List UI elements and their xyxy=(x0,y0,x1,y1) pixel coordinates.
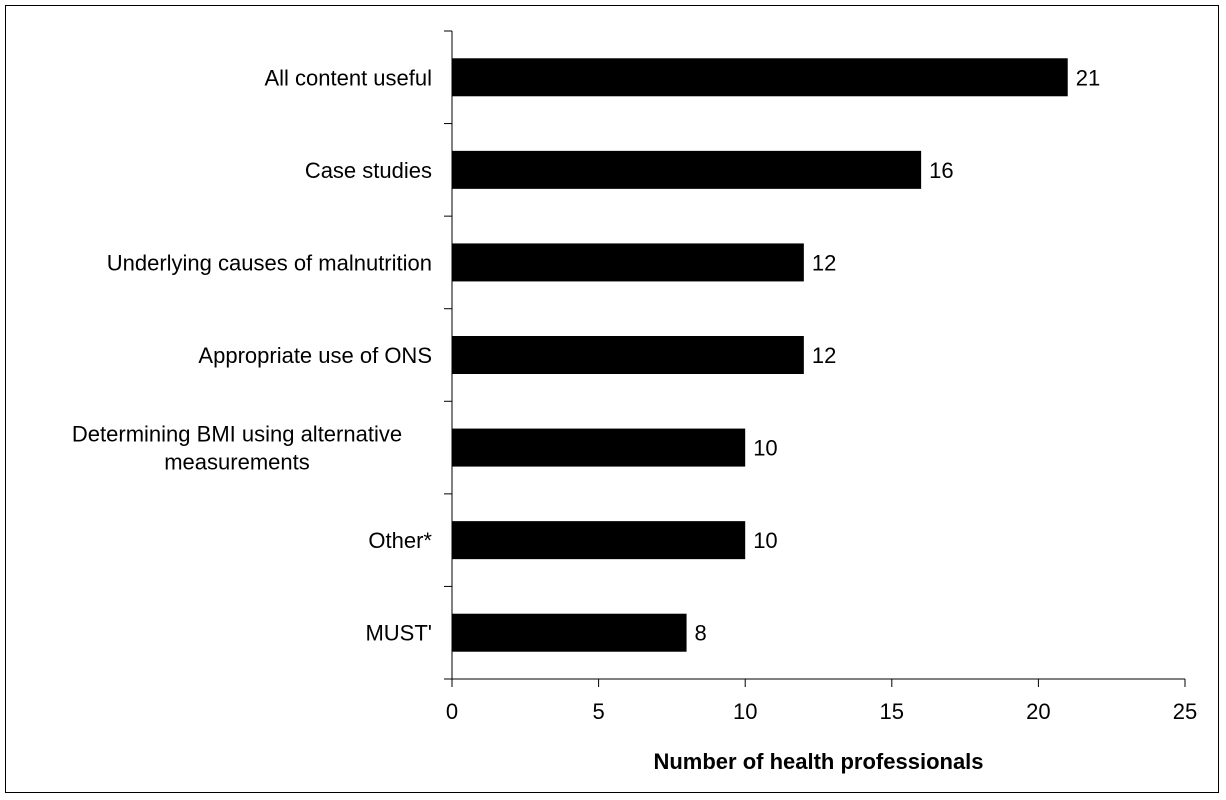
category-label: All content useful xyxy=(264,65,432,90)
x-tick-label: 15 xyxy=(880,699,904,724)
x-tick-label: 0 xyxy=(446,699,458,724)
x-axis-title: Number of health professionals xyxy=(653,749,983,774)
chart-frame xyxy=(5,5,1219,793)
category-label-line: Determining BMI using alternative xyxy=(72,422,402,447)
data-label: 12 xyxy=(812,343,836,368)
bar xyxy=(452,428,746,467)
bar xyxy=(452,58,1068,97)
category-label: Determining BMI using alternative measure… xyxy=(72,422,402,475)
data-label: 16 xyxy=(929,158,953,183)
data-label: 12 xyxy=(812,250,836,275)
x-tick-label: 5 xyxy=(592,699,604,724)
category-label-line: measurements xyxy=(164,450,310,475)
x-tick-label: 25 xyxy=(1173,699,1197,724)
bar xyxy=(452,521,746,560)
x-tick-label: 10 xyxy=(733,699,757,724)
data-label: 10 xyxy=(753,436,777,461)
bar xyxy=(452,613,687,652)
data-label: 10 xyxy=(753,528,777,553)
category-label: Other* xyxy=(368,528,432,553)
labels: 0 5 10 15 20 25 21 All content useful 16 Case stu… xyxy=(72,65,1197,724)
category-label: Appropriate use of ONS xyxy=(198,343,432,368)
x-tick-label: 20 xyxy=(1026,699,1050,724)
category-label: Case studies xyxy=(305,158,432,183)
category-label: MUST' xyxy=(365,621,432,646)
bar xyxy=(452,243,804,282)
data-label: 21 xyxy=(1076,65,1100,90)
data-label: 8 xyxy=(695,621,707,646)
category-label: Underlying causes of malnutrition xyxy=(107,250,432,275)
bar xyxy=(452,336,804,374)
bars xyxy=(452,58,1068,652)
bar xyxy=(452,150,922,189)
